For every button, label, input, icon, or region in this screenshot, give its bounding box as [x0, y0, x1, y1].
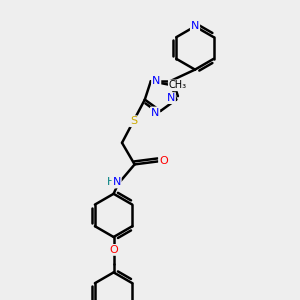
- Text: CH₃: CH₃: [169, 80, 187, 90]
- Text: N: N: [167, 93, 175, 103]
- Text: N: N: [112, 177, 121, 188]
- Text: N: N: [191, 21, 199, 31]
- Text: O: O: [109, 245, 118, 255]
- Text: N: N: [151, 107, 159, 118]
- Text: H: H: [107, 177, 116, 188]
- Text: S: S: [130, 116, 137, 126]
- Text: O: O: [159, 156, 168, 167]
- Text: N: N: [152, 76, 160, 86]
